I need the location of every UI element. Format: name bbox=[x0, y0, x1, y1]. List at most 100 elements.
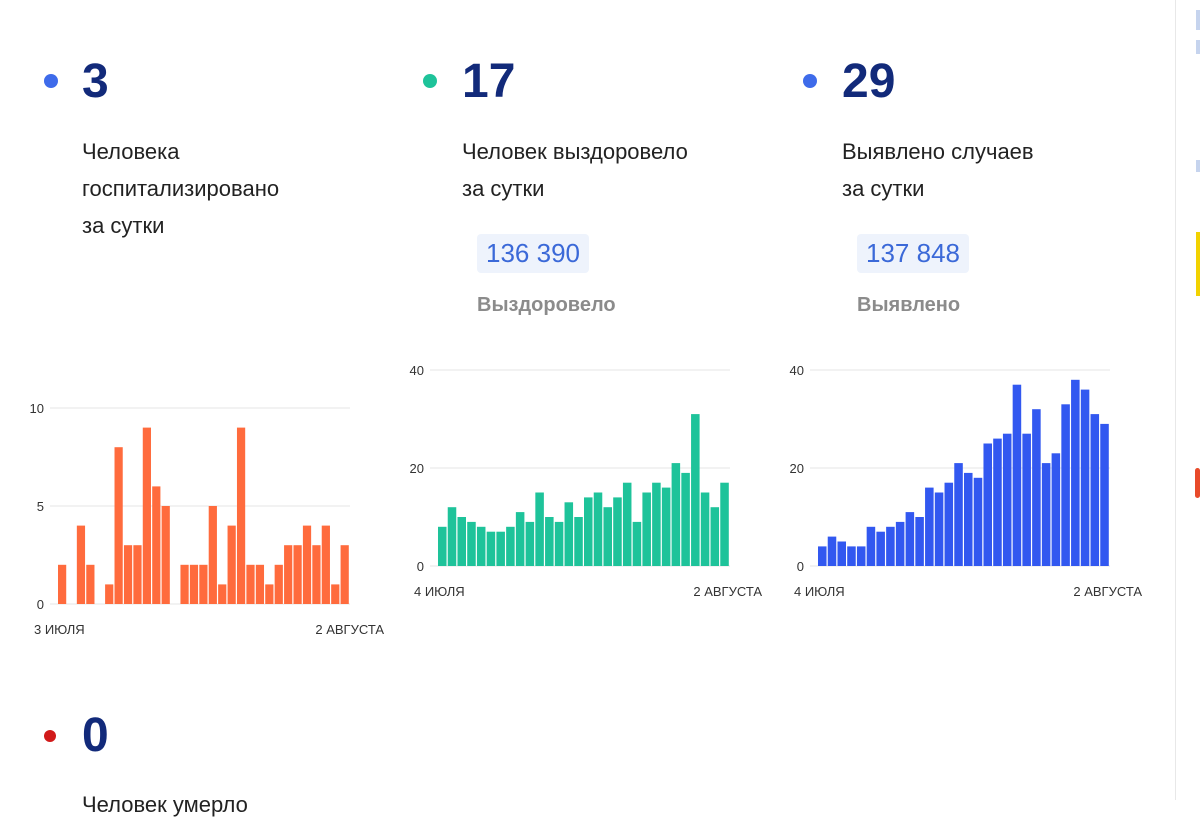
x-end-label: 2 АВГУСТА bbox=[1073, 584, 1142, 599]
bar bbox=[818, 546, 827, 566]
bar bbox=[681, 472, 690, 566]
bar bbox=[856, 546, 866, 566]
detected-dot bbox=[803, 74, 817, 88]
bar bbox=[467, 521, 476, 566]
header-fragment bbox=[80, 0, 380, 4]
bar bbox=[642, 492, 651, 566]
y-tick-label: 0 bbox=[797, 559, 804, 574]
bar bbox=[827, 536, 837, 566]
bar bbox=[574, 517, 583, 566]
y-tick-label: 10 bbox=[30, 401, 44, 416]
bar bbox=[438, 526, 447, 566]
bar bbox=[476, 526, 486, 566]
bar bbox=[603, 507, 612, 566]
y-tick-label: 40 bbox=[410, 363, 424, 378]
bar bbox=[1032, 409, 1041, 566]
bar bbox=[189, 564, 199, 604]
bar bbox=[925, 487, 934, 566]
bar bbox=[1051, 453, 1061, 566]
bar bbox=[632, 521, 642, 566]
detected-label: Выявлено случаев за сутки bbox=[842, 139, 1034, 201]
bar bbox=[161, 506, 170, 604]
detected-total-label: Выявлено bbox=[857, 294, 961, 316]
bar bbox=[133, 545, 142, 604]
bar bbox=[837, 541, 846, 566]
bar bbox=[293, 545, 302, 604]
bar bbox=[1041, 463, 1051, 566]
y-tick-label: 20 bbox=[410, 461, 424, 476]
bar bbox=[1012, 384, 1022, 566]
x-start-label: 3 ИЮЛЯ bbox=[34, 622, 85, 637]
x-start-label: 4 ИЮЛЯ bbox=[794, 584, 845, 599]
detected-chart: 0 20 40 4 ИЮЛЯ 2 АВГУСТА bbox=[790, 363, 1143, 599]
bar bbox=[964, 472, 973, 566]
bar bbox=[710, 507, 720, 566]
bar bbox=[1022, 433, 1031, 566]
detected-value: 29 bbox=[842, 55, 896, 108]
recovered-chart: 0 20 40 4 ИЮЛЯ 2 АВГУСТА bbox=[410, 363, 763, 599]
bar bbox=[86, 564, 95, 604]
bar bbox=[152, 486, 161, 604]
bar bbox=[1061, 404, 1070, 566]
detected-total: 137 848 bbox=[857, 234, 969, 273]
y-tick-label: 5 bbox=[37, 499, 44, 514]
bar bbox=[554, 521, 564, 566]
bar bbox=[76, 525, 86, 604]
bar bbox=[506, 526, 515, 566]
x-end-label: 2 АВГУСТА bbox=[315, 622, 384, 637]
bar bbox=[274, 564, 283, 604]
bar bbox=[671, 463, 681, 566]
recovered-label: Человек выздоровело за сутки bbox=[462, 139, 688, 201]
bar bbox=[58, 564, 67, 604]
recovered-total: 136 390 bbox=[477, 234, 589, 273]
bar bbox=[284, 545, 293, 604]
bar bbox=[973, 477, 983, 566]
bar bbox=[691, 414, 700, 566]
bar bbox=[584, 497, 593, 566]
died-value: 0 bbox=[82, 709, 109, 762]
bar bbox=[515, 512, 525, 566]
bar bbox=[331, 584, 340, 604]
y-tick-label: 0 bbox=[37, 597, 44, 612]
bar bbox=[218, 584, 227, 604]
bar bbox=[447, 507, 457, 566]
bar bbox=[700, 492, 710, 566]
bar bbox=[720, 482, 729, 566]
bar bbox=[593, 492, 603, 566]
bar bbox=[944, 482, 954, 566]
bar bbox=[983, 443, 992, 566]
hospitalized-value: 3 bbox=[82, 55, 109, 108]
bar bbox=[123, 545, 133, 604]
x-end-label: 2 АВГУСТА bbox=[693, 584, 762, 599]
died-dot bbox=[44, 730, 56, 742]
bar bbox=[1002, 433, 1012, 566]
bar bbox=[622, 482, 632, 566]
bar bbox=[1090, 414, 1100, 566]
bar bbox=[496, 531, 505, 566]
bar bbox=[993, 438, 1002, 566]
bar bbox=[312, 545, 321, 604]
bar bbox=[199, 564, 208, 604]
bar bbox=[142, 427, 151, 604]
bar bbox=[564, 502, 574, 566]
bar bbox=[1071, 379, 1080, 566]
bar bbox=[905, 512, 915, 566]
bar bbox=[866, 526, 876, 566]
bar bbox=[255, 564, 265, 604]
hospitalized-dot bbox=[44, 74, 58, 88]
bar bbox=[934, 492, 944, 566]
hospitalized-chart: 0 5 10 3 ИЮЛЯ 2 АВГУСТА bbox=[30, 401, 385, 637]
bar bbox=[236, 427, 246, 604]
bar bbox=[227, 525, 236, 604]
bar bbox=[535, 492, 544, 566]
hospitalized-label: Человека госпитализировано за сутки bbox=[82, 139, 280, 238]
page-edge-scrollbar[interactable] bbox=[1175, 0, 1200, 800]
bar bbox=[246, 564, 255, 604]
bar bbox=[114, 447, 123, 604]
bar bbox=[105, 584, 114, 604]
bar bbox=[954, 463, 963, 566]
bar bbox=[208, 506, 217, 604]
bar bbox=[321, 525, 330, 604]
died-label: Человек умерло bbox=[82, 792, 248, 817]
bar bbox=[457, 517, 466, 566]
